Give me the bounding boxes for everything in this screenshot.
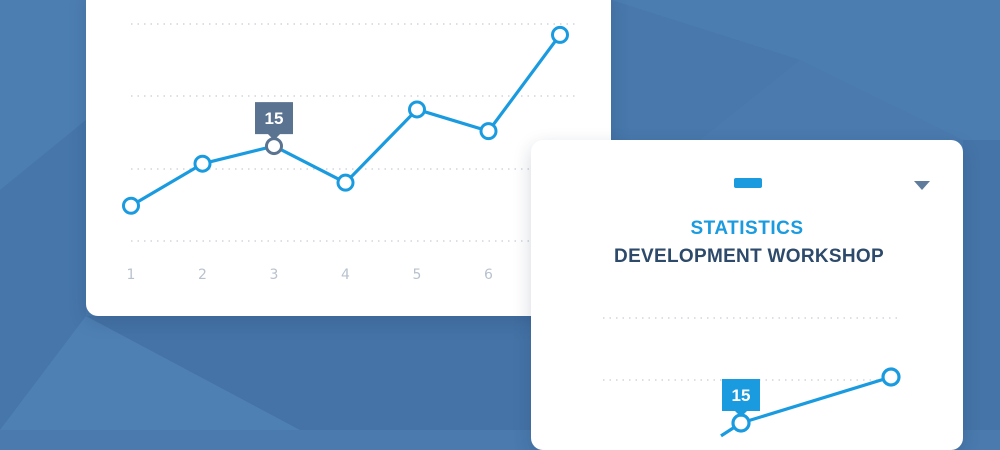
main-tooltip-label: 15 [265,109,284,128]
statistics-card: STATISTICS DEVELOPMENT WORKSHOP 15 [531,140,963,450]
data-point [122,196,140,215]
main-line-chart: 1 2 3 4 5 6 15 [122,23,576,283]
data-point [265,137,283,156]
background-pattern [0,0,1000,430]
data-point [551,25,569,44]
dash-icon[interactable] [734,178,762,188]
x-tick-label: 3 [270,267,279,283]
caret-down-icon[interactable] [914,181,930,190]
data-point [408,100,426,119]
secondary-tooltip-label: 15 [732,386,751,405]
x-tick-label: 1 [127,267,136,283]
secondary-line-chart: 15 [603,317,901,438]
data-point [193,154,212,173]
main-tooltip [255,102,293,141]
x-tick-label: 6 [484,267,493,283]
x-tick-label: 2 [198,267,207,283]
card-subtitle: DEVELOPMENT WORKSHOP [614,246,884,267]
data-point [336,173,355,192]
x-tick-label: 5 [413,267,422,283]
data-point [881,367,901,387]
secondary-tooltip [722,379,760,417]
data-point [479,122,498,141]
card-title: STATISTICS [690,218,804,239]
data-point [731,413,751,433]
main-chart-card: 1 2 3 4 5 6 15 [86,0,611,316]
x-tick-label: 4 [341,267,350,283]
